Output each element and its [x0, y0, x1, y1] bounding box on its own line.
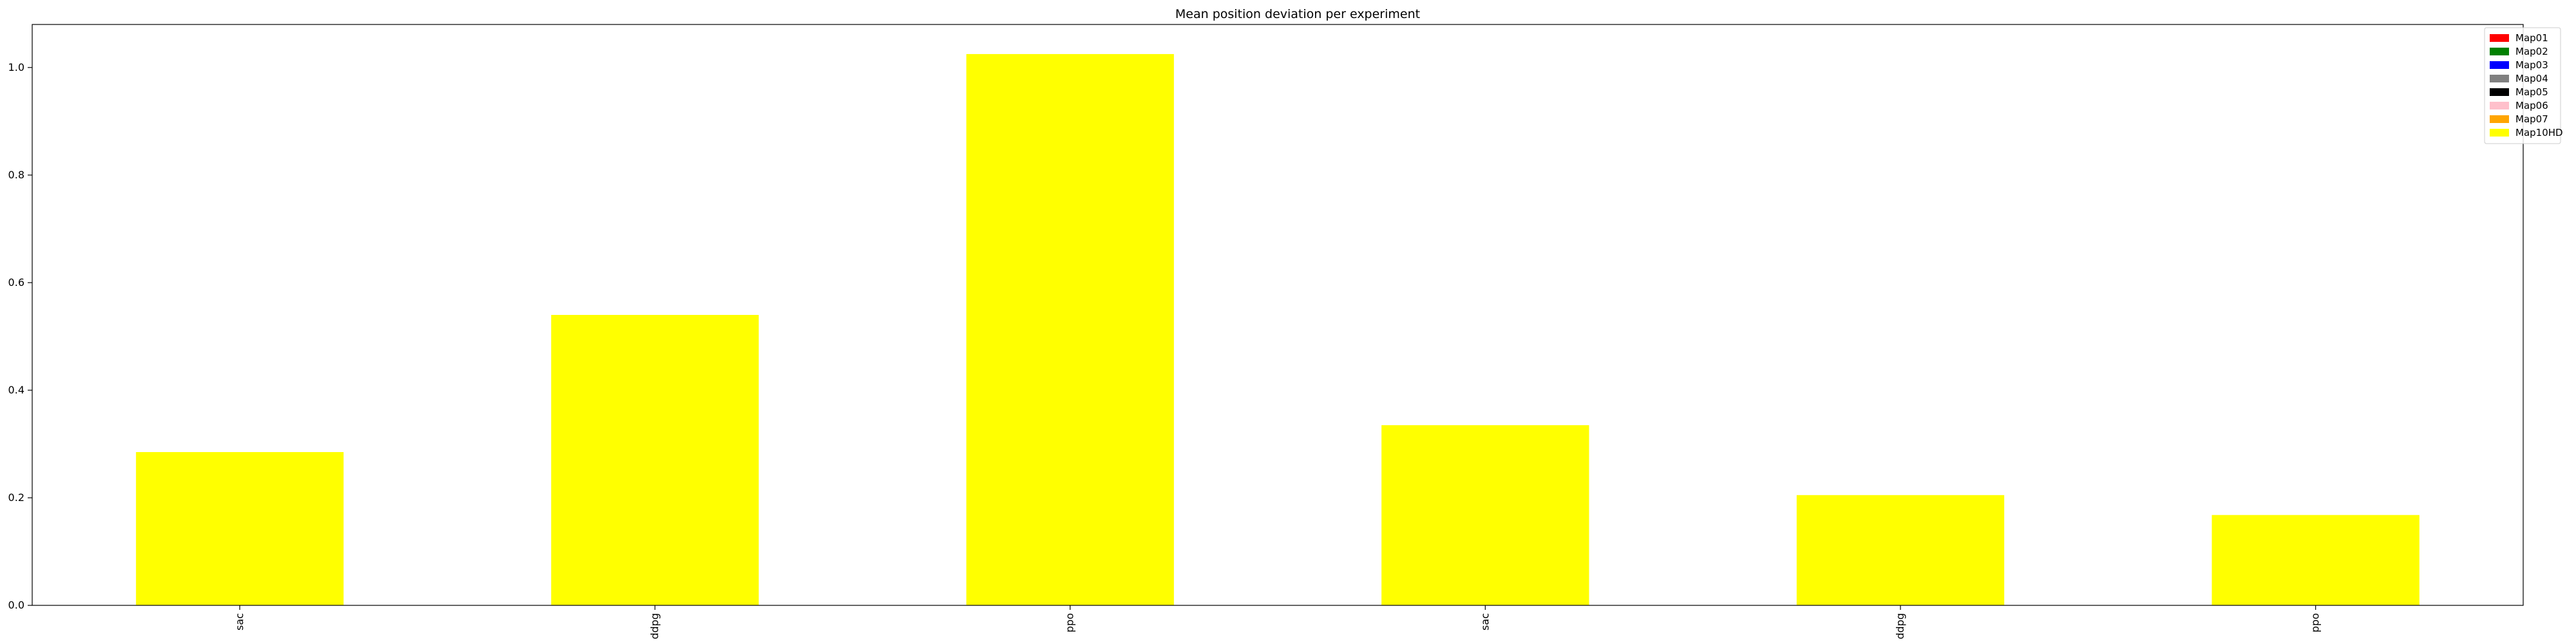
- bars-group: [136, 53, 2420, 606]
- legend-label-map07: Map07: [2515, 113, 2548, 125]
- legend-label-map02: Map02: [2515, 46, 2548, 57]
- legend-label-map01: Map01: [2515, 32, 2548, 44]
- y-tick-label: 1.0: [8, 61, 24, 73]
- legend-swatch-map07: [2490, 115, 2509, 123]
- legend-box: [2484, 27, 2561, 144]
- y-tick-label: 0.8: [8, 169, 24, 181]
- x-tick-label: ppo: [1064, 613, 1076, 632]
- y-tick-label: 0.6: [8, 276, 24, 289]
- legend-swatch-map02: [2490, 48, 2509, 55]
- bar-map10hd-4: [1796, 495, 2005, 605]
- legend-swatch-map05: [2490, 88, 2509, 96]
- legend-swatch-map03: [2490, 61, 2509, 69]
- legend-swatch-map06: [2490, 102, 2509, 109]
- bar-map10hd-2: [966, 53, 1174, 606]
- legend-swatch-map10hd: [2490, 129, 2509, 137]
- legend-swatch-map01: [2490, 34, 2509, 42]
- x-axis: sac ddpg ppo sac ddpg ppo: [233, 605, 2322, 639]
- legend-label-map03: Map03: [2515, 59, 2548, 71]
- plot-frame: [32, 24, 2524, 606]
- bar-map10hd-1: [551, 315, 759, 605]
- legend-label-map04: Map04: [2515, 73, 2548, 84]
- legend-label-map05: Map05: [2515, 86, 2548, 98]
- chart-title: Mean position deviation per experiment: [1175, 7, 1420, 21]
- y-axis: 0.0 0.2 0.4 0.6 0.8 1.0: [8, 61, 32, 611]
- x-tick-label: sac: [1479, 613, 1491, 630]
- x-tick-label: ddpg: [649, 613, 661, 639]
- bar-map10hd-3: [1381, 425, 1589, 605]
- y-tick-label: 0.4: [8, 384, 24, 396]
- bar-map10hd-0: [136, 451, 344, 605]
- legend-label-map10hd: Map10HD: [2515, 127, 2563, 138]
- legend-swatch-map04: [2490, 75, 2509, 82]
- legend-label-map06: Map06: [2515, 100, 2548, 111]
- y-tick-label: 0.0: [8, 599, 24, 611]
- bar-map10hd-5: [2211, 515, 2420, 605]
- x-tick-label: ddpg: [1894, 613, 1906, 639]
- x-tick-label: ppo: [2309, 613, 2322, 632]
- legend: Map01 Map02 Map03 Map04 Map05 Map06 Map07 Map10…: [2484, 27, 2563, 144]
- y-tick-label: 0.2: [8, 491, 24, 504]
- x-tick-label: sac: [233, 613, 245, 630]
